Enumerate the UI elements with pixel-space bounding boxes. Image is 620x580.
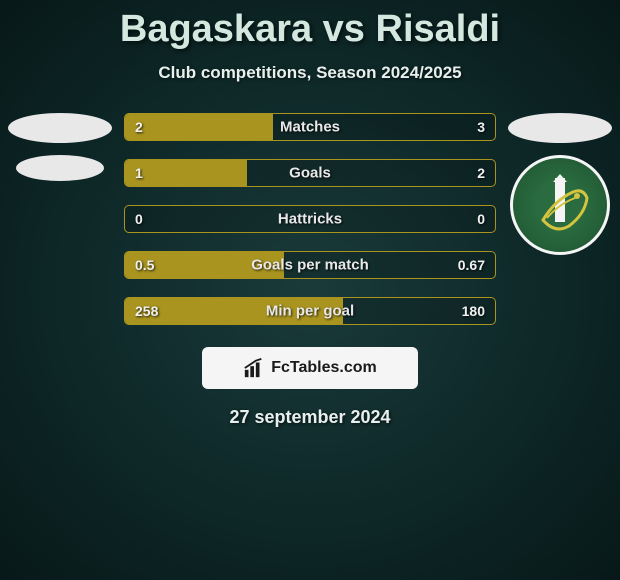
- brand-attribution[interactable]: FcTables.com: [202, 347, 418, 389]
- stat-bar-row: 0 Hattricks 0: [124, 205, 496, 233]
- player-left-club-placeholder: [16, 155, 104, 181]
- stat-right-value: 3: [477, 119, 485, 135]
- stat-right-value: 0.67: [458, 257, 485, 273]
- stat-bar-fill: [125, 114, 273, 140]
- brand-text: FcTables.com: [271, 359, 377, 377]
- stat-label: Hattricks: [278, 211, 342, 228]
- player-left-column: [8, 113, 112, 181]
- stat-bar-fill: [125, 160, 247, 186]
- comparison-section: 2 Matches 3 1 Goals 2 0 Hattricks 0 0.5 Goals per …: [0, 113, 620, 325]
- chart-bar-icon: [243, 357, 265, 379]
- player-right-column: [508, 113, 612, 255]
- club-crest-icon: [525, 170, 595, 240]
- stat-left-value: 0: [135, 211, 143, 227]
- stat-bar-row: 1 Goals 2: [124, 159, 496, 187]
- stat-left-value: 1: [135, 165, 143, 181]
- stat-right-value: 0: [477, 211, 485, 227]
- stat-left-value: 0.5: [135, 257, 154, 273]
- page-title: Bagaskara vs Risaldi: [0, 0, 620, 51]
- player-right-club-badge: [510, 155, 610, 255]
- stat-bar-row: 258 Min per goal 180: [124, 297, 496, 325]
- stat-label: Goals per match: [251, 257, 369, 274]
- subtitle: Club competitions, Season 2024/2025: [0, 63, 620, 83]
- stat-left-value: 258: [135, 303, 158, 319]
- stat-bar-row: 0.5 Goals per match 0.67: [124, 251, 496, 279]
- player-left-avatar: [8, 113, 112, 143]
- stat-right-value: 2: [477, 165, 485, 181]
- stat-bars: 2 Matches 3 1 Goals 2 0 Hattricks 0 0.5 Goals per …: [112, 113, 508, 325]
- date-label: 27 september 2024: [0, 407, 620, 428]
- player-right-avatar: [508, 113, 612, 143]
- stat-bar-row: 2 Matches 3: [124, 113, 496, 141]
- stat-label: Min per goal: [266, 303, 354, 320]
- stat-label: Goals: [289, 165, 331, 182]
- stat-right-value: 180: [462, 303, 485, 319]
- stat-label: Matches: [280, 119, 340, 136]
- stat-left-value: 2: [135, 119, 143, 135]
